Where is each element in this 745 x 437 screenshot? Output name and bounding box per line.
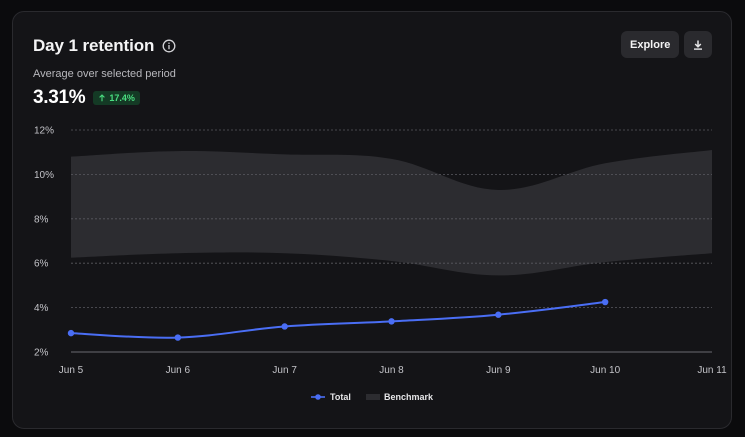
x-tick-label: Jun 10	[590, 365, 620, 376]
download-icon	[694, 40, 702, 50]
y-tick-label: 6%	[34, 259, 49, 270]
x-tick-label: Jun 6	[166, 365, 191, 376]
legend-total-label: Total	[330, 392, 351, 402]
x-tick-label: Jun 11	[697, 365, 727, 376]
y-tick-label: 8%	[34, 214, 49, 225]
x-tick-label: Jun 7	[272, 365, 297, 376]
x-tick-label: Jun 5	[59, 365, 84, 376]
total-data-point	[601, 298, 609, 306]
card-title: Day 1 retention	[33, 36, 155, 55]
total-data-point	[67, 329, 75, 337]
arrow-up-icon	[99, 94, 106, 102]
info-circle-icon[interactable]	[162, 39, 176, 53]
delta-value: 17.4%	[109, 93, 135, 103]
benchmark-band	[71, 149, 712, 276]
download-button[interactable]	[684, 31, 712, 58]
y-tick-label: 12%	[34, 126, 54, 137]
total-series-line	[70, 301, 606, 339]
y-tick-label: 10%	[34, 170, 54, 181]
metric-value: 3.31%	[33, 87, 86, 108]
total-data-point	[174, 334, 182, 341]
retention-chart: 2% 4% 6% 8% 10% 12% Jun 5 Jun 6 Jun 7 Jun 8 Jun 9 J…	[34, 126, 727, 403]
legend-total-swatch-dot	[315, 394, 321, 400]
card-header: Day 1 retention	[33, 36, 176, 56]
total-data-point	[495, 311, 502, 318]
y-tick-label: 2%	[34, 348, 49, 359]
retention-card: Day 1 retention Average over selected pe…	[12, 11, 732, 429]
legend-benchmark-label: Benchmark	[384, 392, 434, 402]
card-subtitle: Average over selected period	[33, 68, 176, 80]
x-tick-label: Jun 8	[379, 365, 404, 376]
total-data-point	[281, 323, 288, 330]
legend-benchmark-swatch	[366, 394, 380, 400]
delta-badge: 17.4%	[93, 91, 140, 105]
total-data-point	[388, 318, 395, 325]
x-tick-label: Jun 9	[486, 365, 511, 376]
metric-row: 3.31% 17.4%	[33, 87, 140, 109]
y-tick-label: 4%	[34, 303, 49, 314]
explore-button[interactable]: Explore	[621, 31, 680, 58]
